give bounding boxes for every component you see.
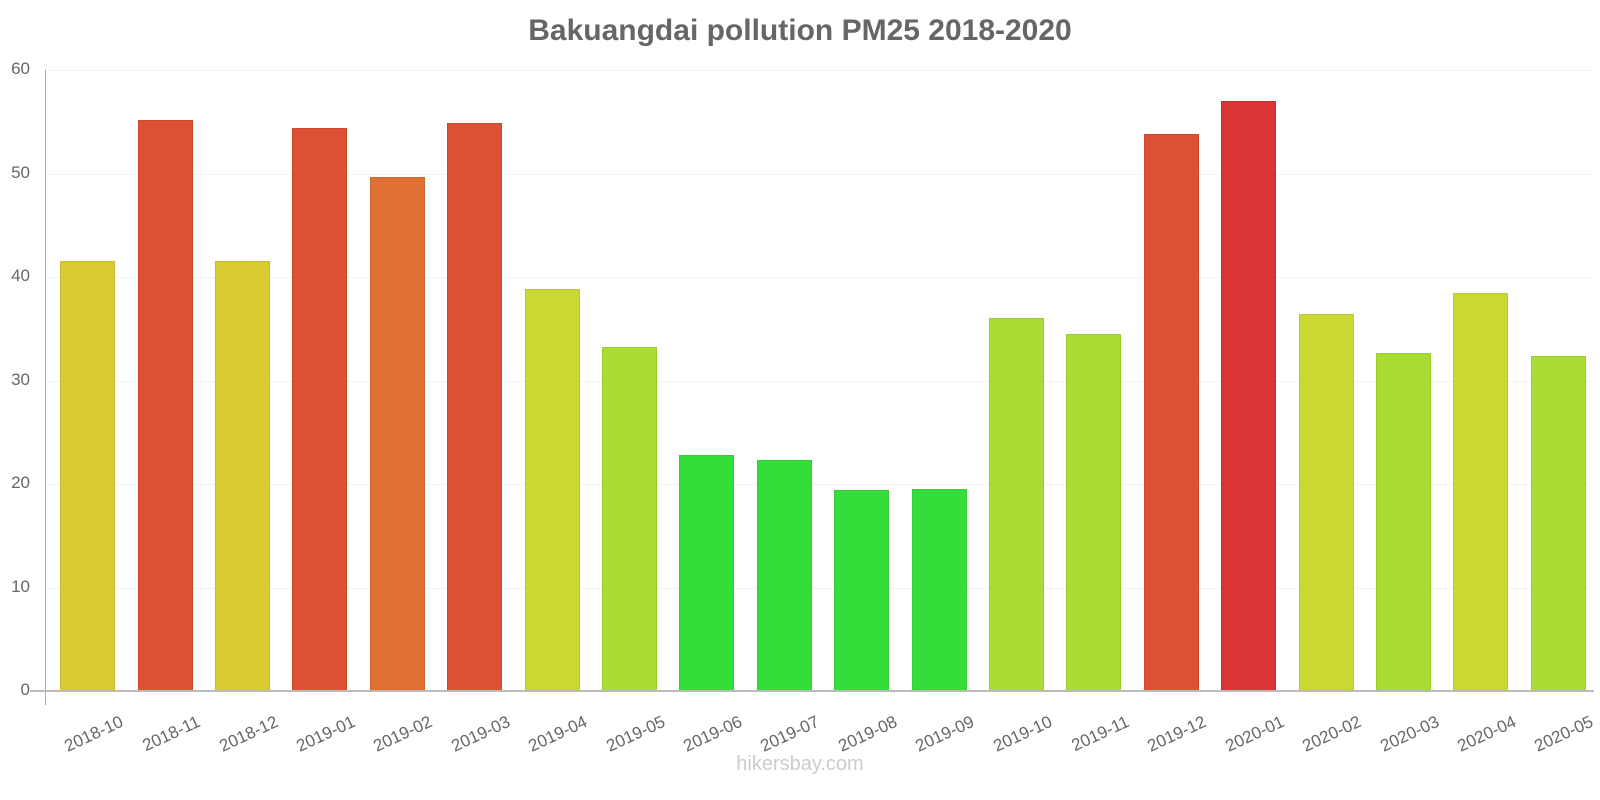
- chart-title: Bakuangdai pollution PM25 2018-2020: [528, 14, 1072, 47]
- gridline: [46, 380, 1594, 382]
- bar-2019-09[interactable]: [911, 489, 967, 691]
- bar-2019-01[interactable]: [292, 127, 348, 691]
- bar-2019-07[interactable]: [756, 460, 812, 691]
- bar-2018-11[interactable]: [137, 119, 193, 691]
- watermark: hikersbay.com: [736, 753, 864, 775]
- bar-2018-10[interactable]: [60, 261, 116, 691]
- bar-2019-03[interactable]: [447, 122, 503, 691]
- y-tick-label: 50: [11, 162, 30, 182]
- bar-2018-12[interactable]: [215, 261, 270, 691]
- gridline: [46, 484, 1594, 485]
- gridline: [46, 70, 1594, 71]
- y-tick-label: 30: [11, 369, 30, 389]
- bar-2019-02[interactable]: [369, 176, 425, 691]
- bar-2020-01[interactable]: [1221, 101, 1277, 691]
- plot-area: [46, 70, 1594, 692]
- bar-2020-03[interactable]: [1376, 352, 1431, 691]
- y-tick-label: 20: [11, 473, 30, 492]
- y-tick-label: 40: [11, 266, 30, 285]
- bar-2019-12[interactable]: [1143, 134, 1199, 691]
- bar-2019-08[interactable]: [834, 490, 890, 691]
- gridline: [46, 587, 1594, 589]
- bar-2019-06[interactable]: [679, 455, 735, 691]
- gridline: [46, 277, 1594, 278]
- bar-2019-11[interactable]: [1066, 333, 1122, 691]
- y-tick-label: 10: [11, 576, 30, 596]
- y-tick-label: 60: [11, 59, 30, 78]
- gridline: [46, 173, 1594, 175]
- bar-2019-04[interactable]: [524, 289, 580, 691]
- y-axis-line: [45, 70, 46, 705]
- y-tick-label: 0: [20, 680, 30, 699]
- bar-2020-02[interactable]: [1298, 314, 1354, 691]
- x-axis-line: [30, 690, 1594, 692]
- bar-2020-05[interactable]: [1530, 355, 1586, 691]
- bar-2019-10[interactable]: [989, 318, 1044, 691]
- bar-2019-05[interactable]: [602, 347, 657, 691]
- bar-2020-04[interactable]: [1453, 292, 1509, 691]
